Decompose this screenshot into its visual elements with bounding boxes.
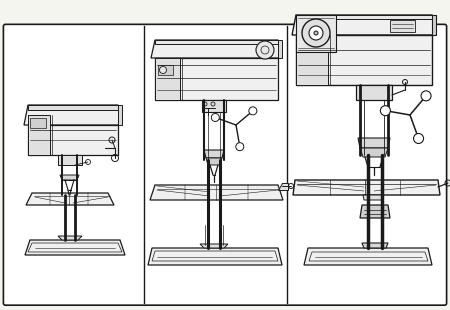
Polygon shape [296,15,432,19]
Circle shape [414,134,423,144]
Circle shape [212,113,219,122]
Polygon shape [151,40,282,58]
Polygon shape [363,195,383,200]
Circle shape [380,106,391,116]
Polygon shape [26,193,114,205]
Polygon shape [24,105,122,125]
Polygon shape [155,58,278,100]
Circle shape [421,91,431,101]
Polygon shape [360,148,388,157]
FancyBboxPatch shape [4,24,446,305]
Polygon shape [118,105,122,125]
Polygon shape [28,125,118,155]
Polygon shape [296,15,336,52]
Circle shape [309,26,323,40]
Circle shape [159,67,166,73]
Polygon shape [30,118,46,128]
Polygon shape [200,244,228,248]
Polygon shape [362,243,388,248]
Polygon shape [155,40,278,44]
Polygon shape [293,180,440,195]
Polygon shape [150,185,283,200]
Polygon shape [58,236,82,240]
Polygon shape [292,15,436,35]
Polygon shape [58,155,82,165]
Circle shape [256,41,274,59]
Circle shape [302,19,330,47]
Polygon shape [304,248,432,265]
Polygon shape [296,35,328,85]
Polygon shape [60,175,79,180]
Polygon shape [204,150,224,158]
Polygon shape [28,105,118,110]
Polygon shape [358,138,390,148]
Polygon shape [360,205,390,218]
Polygon shape [390,20,415,32]
Polygon shape [432,15,436,35]
Polygon shape [25,240,125,255]
Polygon shape [278,40,282,58]
Polygon shape [202,100,226,112]
Polygon shape [296,35,432,85]
Polygon shape [278,183,288,190]
Circle shape [236,143,244,151]
Polygon shape [356,85,392,100]
Polygon shape [206,158,222,165]
Polygon shape [158,65,173,75]
Circle shape [249,107,257,115]
Circle shape [314,31,318,35]
Polygon shape [148,248,282,265]
Polygon shape [28,115,50,155]
Polygon shape [155,58,180,100]
